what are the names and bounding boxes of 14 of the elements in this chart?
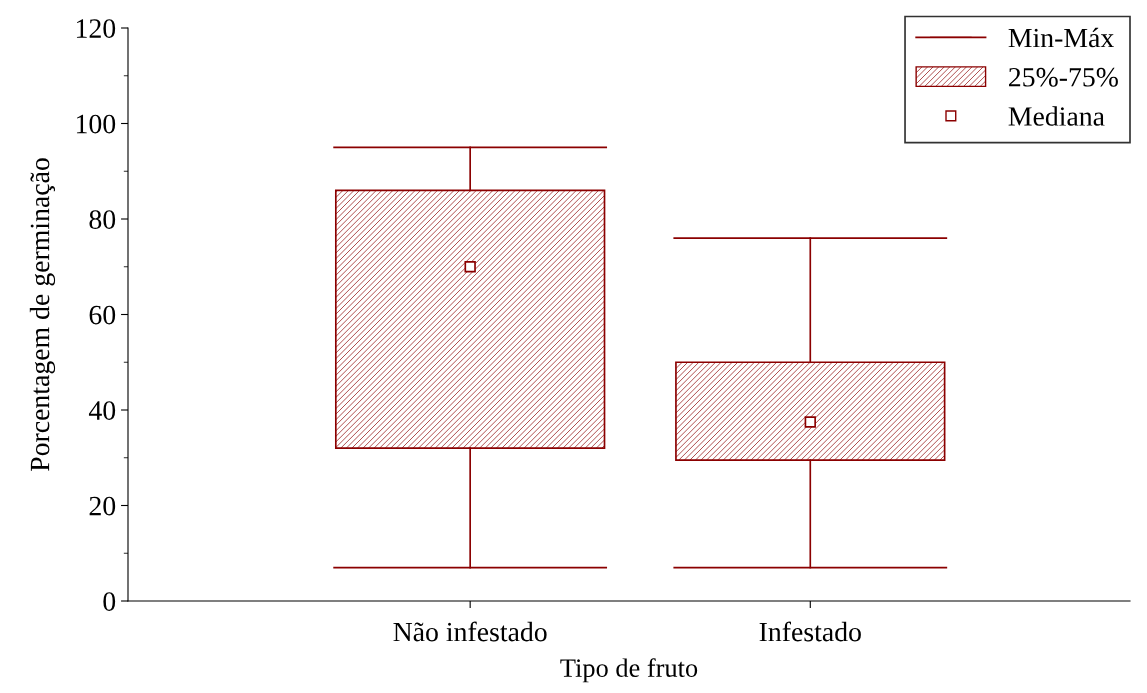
y-tick-label: 60 bbox=[89, 305, 116, 325]
y-tick-label: 0 bbox=[103, 592, 116, 611]
y-axis-title: Porcentagem de germinação bbox=[29, 158, 56, 472]
annotation: Mediana bbox=[1008, 106, 1105, 126]
annotation: 25%-75% bbox=[1009, 67, 1118, 87]
y-tick-label: 120 bbox=[76, 19, 116, 38]
y-tick-label: 100 bbox=[76, 114, 116, 134]
x-tick-label: Não infestado bbox=[393, 621, 547, 642]
y-tick-label: 40 bbox=[88, 401, 116, 420]
x-tick-label: Infestado bbox=[759, 621, 861, 642]
y-tick-label: 20 bbox=[89, 496, 116, 516]
x-axis-title: Tipo de fruto bbox=[560, 658, 698, 683]
y-tick-label: 80 bbox=[89, 210, 116, 229]
annotation: Min-Máx bbox=[1008, 27, 1114, 48]
